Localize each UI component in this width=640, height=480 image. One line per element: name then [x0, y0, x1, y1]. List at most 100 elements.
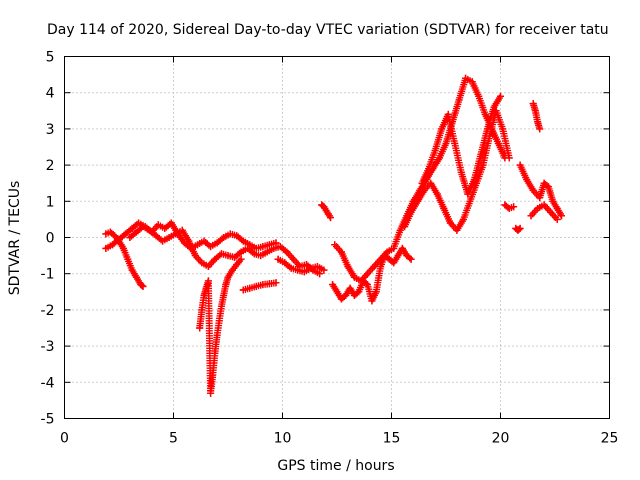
data-point [381, 252, 389, 260]
data-point [333, 288, 341, 296]
data-point [218, 250, 225, 258]
data-point [523, 176, 531, 184]
data-point [553, 205, 561, 212]
data-point [276, 243, 284, 251]
data-point [329, 281, 337, 289]
data-point [270, 244, 278, 252]
data-point [337, 295, 345, 303]
data-point [124, 255, 132, 263]
data-point [505, 205, 513, 212]
data-point [294, 266, 302, 274]
data-point [274, 255, 282, 263]
marker-trail [102, 74, 565, 397]
data-point [492, 107, 500, 115]
data-point [102, 230, 110, 238]
data-point [237, 255, 245, 263]
series-pass-o [516, 161, 565, 220]
series-pass-b [102, 219, 280, 252]
data-point [244, 244, 252, 252]
data-point [459, 215, 467, 223]
data-point [252, 282, 260, 290]
data-point [300, 268, 308, 276]
data-point [547, 208, 555, 216]
data-point [438, 125, 446, 133]
data-point [453, 226, 461, 234]
data-point [132, 228, 140, 236]
data-point [342, 291, 350, 299]
data-point [468, 78, 476, 86]
data-point [350, 291, 358, 299]
data-point [191, 252, 199, 260]
data-point [414, 197, 422, 205]
data-point [213, 331, 221, 339]
data-point [281, 259, 289, 267]
data-point [152, 232, 160, 240]
data-point [211, 349, 219, 357]
data-point [316, 270, 324, 278]
data-point [407, 208, 415, 216]
data-point [307, 264, 315, 272]
data-point [516, 161, 524, 169]
data-point [394, 252, 402, 260]
data-point [187, 244, 195, 252]
data-point [431, 147, 439, 155]
y-axis-label: SDTVAR / TECUs [7, 181, 23, 296]
data-point [283, 248, 291, 256]
y-tick-label: 0 [46, 231, 55, 247]
data-point [178, 226, 186, 234]
data-point [185, 237, 193, 245]
series-pass-c [126, 223, 324, 278]
data-point [398, 244, 406, 252]
data-point [440, 205, 448, 212]
data-point [289, 255, 297, 263]
x-tick-label: 5 [169, 431, 178, 447]
data-point [505, 154, 513, 162]
data-point [109, 241, 116, 249]
data-point [455, 96, 463, 104]
data-point [211, 255, 219, 263]
y-tick-label: 3 [46, 122, 55, 138]
data-point [466, 197, 474, 205]
x-tick-label: 20 [492, 431, 510, 447]
x-tick-label: 25 [601, 431, 619, 447]
data-point [204, 263, 212, 270]
data-point [403, 212, 411, 220]
data-point [224, 252, 232, 260]
data-point [272, 279, 280, 287]
data-point [320, 203, 328, 211]
data-point [119, 244, 127, 252]
data-point [479, 161, 487, 169]
series-pass-j [401, 107, 513, 234]
data-point [385, 255, 393, 263]
data-point [126, 234, 134, 241]
y-tick-label: 1 [46, 194, 55, 210]
series-pass-d [196, 255, 245, 397]
data-point [377, 255, 385, 263]
data-point [462, 74, 470, 82]
data-point [252, 244, 260, 252]
data-point [165, 234, 173, 241]
data-point [213, 239, 221, 247]
data-point [139, 223, 147, 231]
data-point [226, 230, 234, 238]
data-point [172, 230, 180, 238]
data-point [259, 281, 267, 289]
data-point [422, 176, 430, 184]
data-point [534, 205, 542, 212]
series-pass-i [331, 74, 509, 285]
data-point [344, 263, 352, 270]
x-axis-label: GPS time / hours [277, 458, 394, 474]
data-point [180, 239, 188, 247]
data-point [390, 244, 398, 252]
y-tick-label: 2 [46, 158, 55, 174]
data-point [457, 168, 465, 176]
data-point [228, 266, 236, 274]
data-point [128, 266, 136, 274]
data-point [327, 214, 334, 222]
data-point [501, 201, 509, 209]
y-tick-label: -4 [41, 375, 55, 391]
data-point [200, 237, 208, 245]
y-tick-label: 4 [46, 86, 55, 102]
data-point [540, 179, 548, 187]
